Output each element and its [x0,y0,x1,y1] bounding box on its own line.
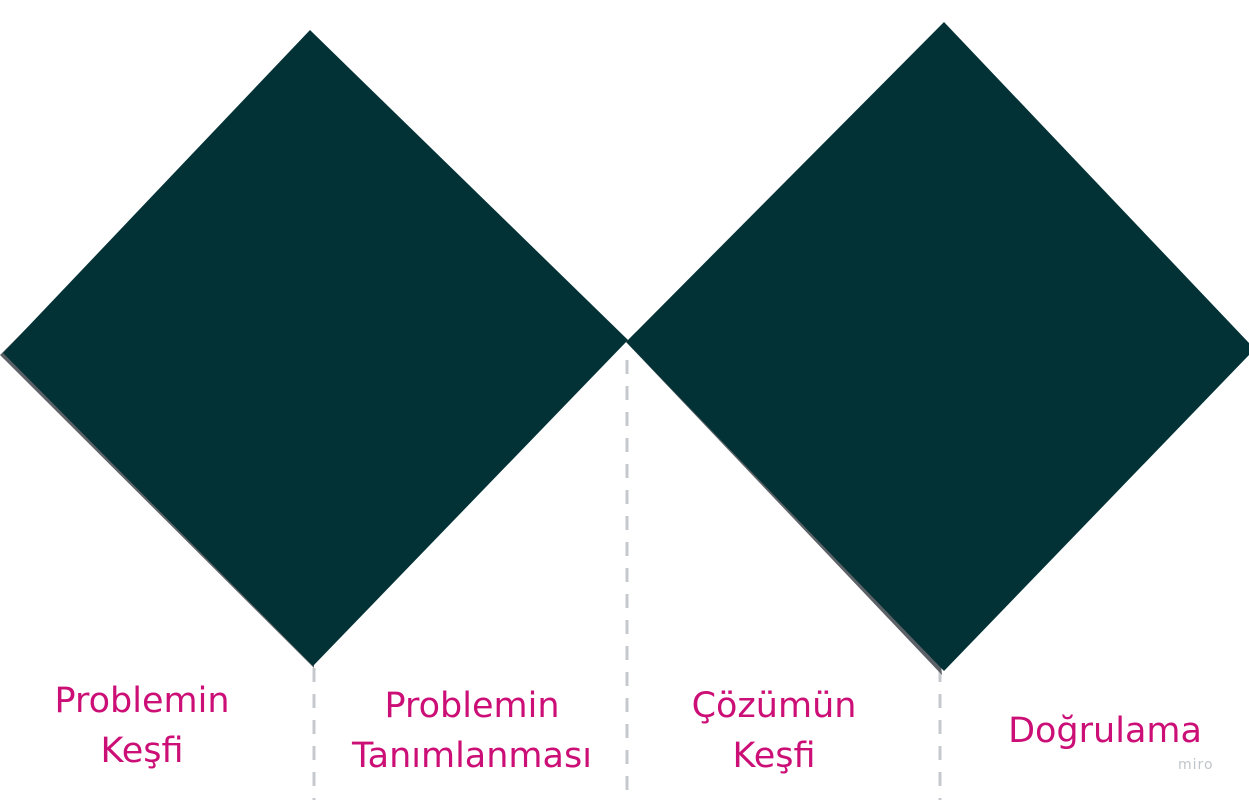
solution-diamond [626,22,1249,671]
phase-label-problem-discovery: Problemin Keşfi [54,681,230,771]
phase-label-solution-discovery: Çözümün Keşfi [691,686,857,776]
solution-diamond-shadow [626,342,942,675]
miro-watermark: miro [1178,757,1214,773]
phase-label-validation: Doğrulama [1008,711,1202,751]
problem-diamond [3,30,628,666]
phase-label-problem-definition: Problemin Tanımlanması [352,686,592,776]
